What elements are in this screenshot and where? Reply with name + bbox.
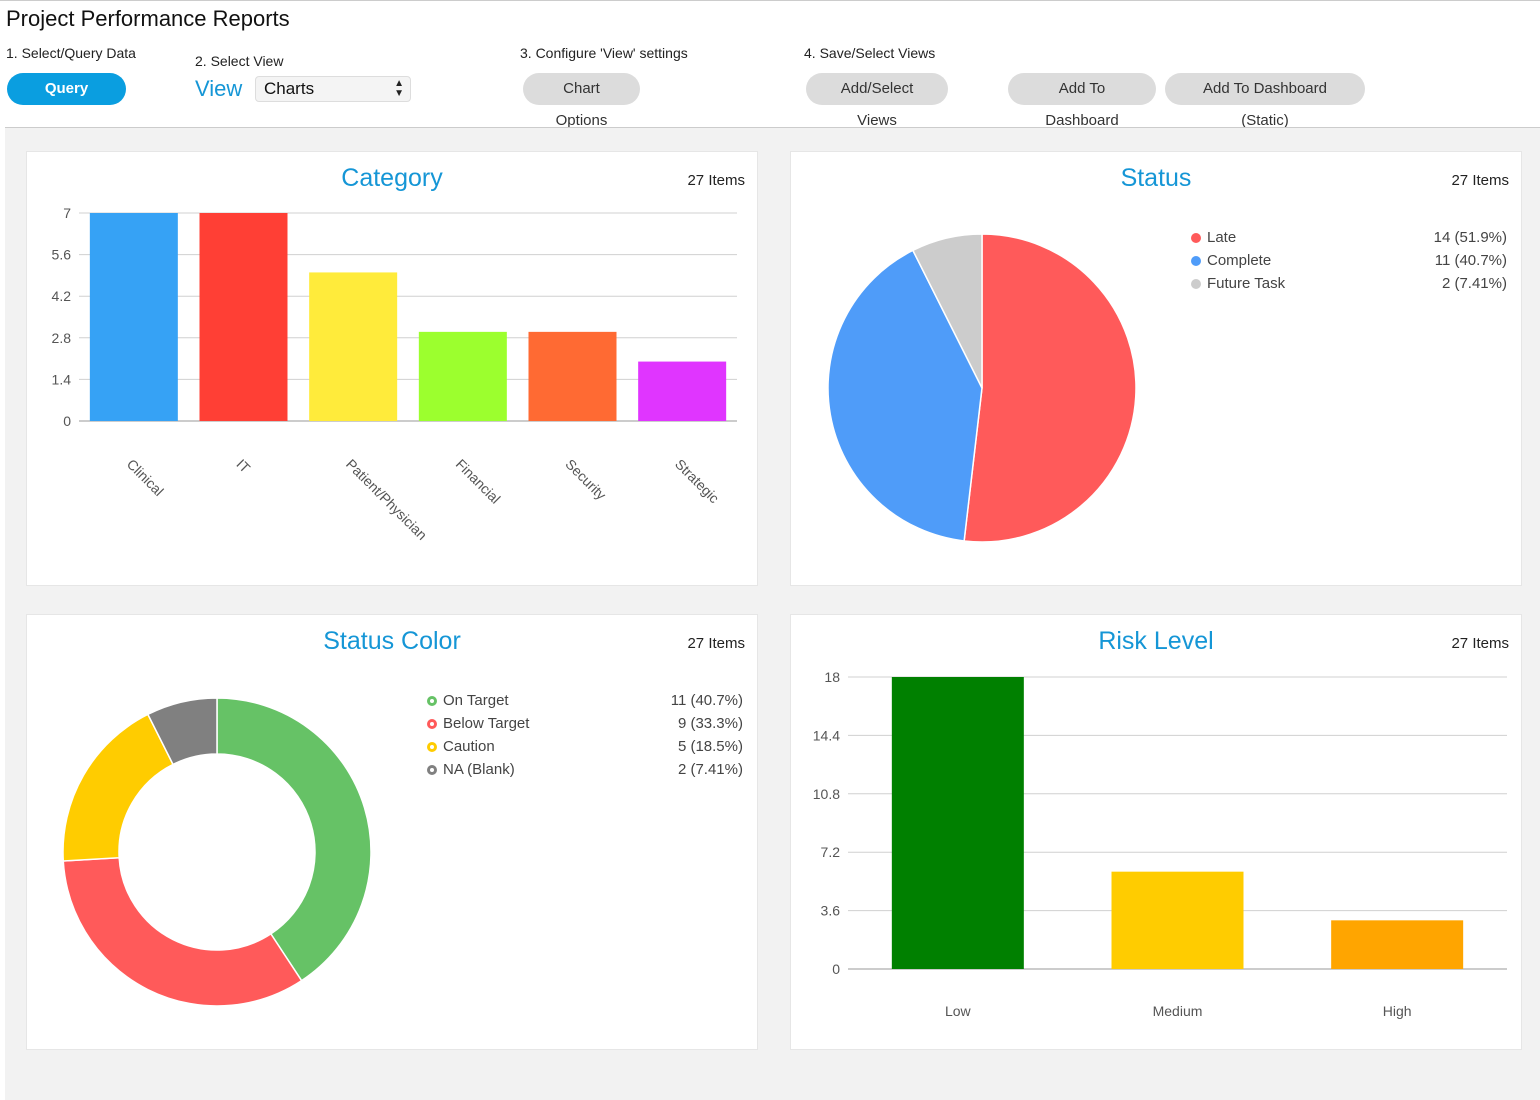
- status-color-legend: On Target 11 (40.7%) Below Target 9 (33.3%)…: [427, 689, 743, 781]
- risk-level-ytick-label: 18: [824, 669, 840, 685]
- category-xtick-label: IT: [233, 456, 253, 476]
- category-ytick-label: 4.2: [52, 288, 72, 304]
- risk-level-ytick-label: 3.6: [821, 903, 841, 919]
- category-title: Category: [341, 164, 443, 192]
- status-color-legend-value: 2 (7.41%): [677, 761, 743, 778]
- status-color-slice: [216, 697, 372, 982]
- step2-label: 2. Select View: [195, 53, 284, 69]
- risk-level-bar: [1331, 920, 1464, 969]
- status-legend-swatch: [1191, 233, 1201, 243]
- status-legend-value: 14 (51.9%): [1433, 229, 1507, 246]
- status-color-legend-value: 11 (40.7%): [670, 692, 743, 709]
- status-legend-label: Complete: [1207, 252, 1272, 269]
- category-bar: [638, 361, 727, 421]
- risk-level-chart: 0 3.6 7.2 10.8 14.4 18 Low Medium High: [813, 669, 1507, 1019]
- category-count: 27 Items: [687, 172, 745, 189]
- status-color-chart: [62, 697, 372, 1007]
- status-color-legend-value: 5 (18.5%): [677, 738, 743, 755]
- status-color-slice: [146, 697, 218, 766]
- risk-level-count: 27 Items: [1451, 635, 1509, 652]
- status-color-legend-item: Below Target 9 (33.3%): [427, 712, 743, 735]
- header-divider: [5, 127, 1540, 128]
- status-color-legend-value: 9 (33.3%): [677, 715, 743, 732]
- status-color-legend-label: Below Target: [443, 715, 530, 732]
- category-ytick-label: 7: [63, 205, 71, 221]
- status-color-legend-label: Caution: [443, 738, 495, 755]
- category-ytick-label: 0: [63, 413, 71, 429]
- chart-options-button[interactable]: Chart Options: [523, 73, 640, 129]
- step3-label: 3. Configure 'View' settings: [520, 45, 688, 61]
- status-color-legend-label: NA (Blank): [443, 761, 515, 778]
- status-color-legend-swatch: [427, 765, 437, 775]
- top-border: [0, 0, 1540, 1]
- status-legend-label: Late: [1207, 229, 1237, 246]
- category-bar: [418, 331, 507, 421]
- status-legend-swatch: [1191, 256, 1201, 266]
- status-color-legend-swatch: [427, 696, 437, 706]
- status-color-slice: [62, 713, 175, 862]
- status-chart: [827, 233, 1137, 543]
- status-slice: [827, 249, 983, 542]
- risk-level-xtick-label: Low: [945, 1003, 972, 1019]
- category-ytick-label: 1.4: [52, 371, 72, 387]
- status-color-legend-swatch: [427, 719, 437, 729]
- status-color-slice: [62, 856, 303, 1007]
- category-xtick-label: Patient/Physician: [343, 456, 430, 543]
- category-bar: [199, 213, 288, 421]
- add-to-dashboard-static-button[interactable]: Add To Dashboard (Static): [1165, 73, 1365, 129]
- status-legend-value: 2 (7.41%): [1441, 275, 1507, 292]
- view-label: View: [195, 76, 243, 101]
- status-legend-item: Late 14 (51.9%): [1191, 226, 1507, 249]
- status-color-legend-item: On Target 11 (40.7%): [427, 689, 743, 712]
- status-count: 27 Items: [1451, 172, 1509, 189]
- category-chart: 0 1.4 2.8 4.2 5.6 7 Clinical IT Patient/Physicia…: [52, 205, 737, 543]
- risk-level-title: Risk Level: [1098, 627, 1214, 655]
- status-legend-item: Complete 11 (40.7%): [1191, 249, 1507, 272]
- status-title: Status: [1120, 164, 1192, 192]
- status-color-panel: Status Color 27 Items On Target 11 (40.7%…: [26, 614, 758, 1050]
- status-color-legend-item: NA (Blank) 2 (7.41%): [427, 758, 743, 781]
- risk-level-bar: [891, 677, 1024, 969]
- status-slice: [963, 233, 1137, 543]
- category-panel: Category 27 Items 0 1.4 2.8 4.2 5.6 7 Clinical…: [26, 151, 758, 586]
- risk-level-ytick-label: 0: [832, 961, 840, 977]
- category-xtick-label: Clinical: [124, 456, 167, 499]
- risk-level-ytick-label: 7.2: [821, 844, 841, 860]
- add-select-views-button[interactable]: Add/Select Views: [806, 73, 948, 129]
- query-options-button[interactable]: Query Options: [7, 73, 126, 129]
- risk-level-ytick-label: 14.4: [813, 727, 840, 743]
- status-color-legend-label: On Target: [443, 692, 509, 709]
- status-color-legend-item: Caution 5 (18.5%): [427, 735, 743, 758]
- select-arrows-icon: ▲ ▼: [394, 78, 404, 99]
- status-legend-value: 11 (40.7%): [1434, 252, 1507, 269]
- category-bar: [309, 272, 398, 421]
- view-select-value: Charts: [264, 79, 315, 98]
- status-slice: [911, 233, 983, 389]
- risk-level-ytick-label: 10.8: [813, 786, 840, 802]
- status-panel: Status 27 Items Late 14 (51.9%) Complete 11…: [790, 151, 1522, 586]
- status-legend-item: Future Task 2 (7.41%): [1191, 272, 1507, 295]
- risk-level-panel: Risk Level 27 Items 0 3.6 7.2 10.8 14.4 18 Low…: [790, 614, 1522, 1050]
- status-color-count: 27 Items: [687, 635, 745, 652]
- category-ytick-label: 5.6: [52, 247, 72, 263]
- status-color-legend-swatch: [427, 742, 437, 752]
- status-legend-label: Future Task: [1207, 275, 1286, 292]
- add-to-dashboard-button[interactable]: Add To Dashboard: [1008, 73, 1156, 129]
- category-ytick-label: 2.8: [52, 330, 72, 346]
- risk-level-xtick-label: Medium: [1153, 1003, 1203, 1019]
- view-select[interactable]: Charts ▲ ▼: [255, 76, 411, 102]
- category-xtick-label: Strategic: [672, 456, 722, 506]
- step4-label: 4. Save/Select Views: [804, 45, 936, 61]
- page-title: Project Performance Reports: [6, 6, 290, 31]
- category-xtick-label: Financial: [453, 456, 504, 507]
- risk-level-bar: [1111, 871, 1244, 969]
- status-legend-swatch: [1191, 279, 1201, 289]
- category-xtick-label: Security: [562, 456, 609, 503]
- status-legend: Late 14 (51.9%) Complete 11 (40.7%) Future T…: [1191, 226, 1507, 295]
- status-color-title: Status Color: [323, 627, 461, 655]
- category-bar: [89, 213, 178, 421]
- risk-level-xtick-label: High: [1383, 1003, 1412, 1019]
- step1-label: 1. Select/Query Data: [6, 45, 136, 61]
- category-bar: [528, 331, 617, 421]
